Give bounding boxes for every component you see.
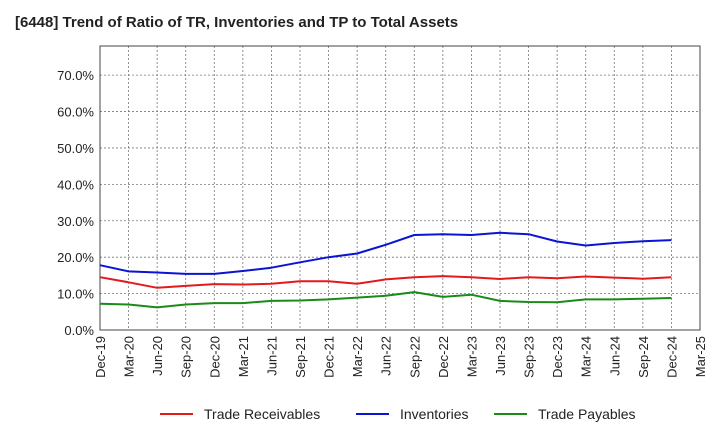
x-tick-label: Jun-22 xyxy=(379,336,394,376)
series-line-trade-payables xyxy=(99,291,672,309)
x-tick-label: Sep-21 xyxy=(293,336,308,378)
y-tick-label: 50.0% xyxy=(57,141,94,156)
x-tick-label: Mar-22 xyxy=(350,336,365,377)
x-tick-label: Dec-21 xyxy=(322,336,337,378)
x-tick-label: Dec-22 xyxy=(436,336,451,378)
y-tick-label: 10.0% xyxy=(57,287,94,302)
x-tick-label: Mar-25 xyxy=(693,336,708,377)
x-tick-label: Sep-24 xyxy=(636,336,651,378)
plot-border xyxy=(99,45,701,331)
y-tick-label: 0.0% xyxy=(64,323,94,338)
series-line-trade-receivables xyxy=(99,275,672,289)
x-tick-label: Mar-24 xyxy=(579,336,594,377)
y-axis-ticks: 0.0% 10.0% 20.0% 30.0% 40.0% 50.0% 60.0% 70.0% xyxy=(57,68,94,338)
x-tick-label: Dec-19 xyxy=(93,336,108,378)
x-tick-label: Sep-22 xyxy=(407,336,422,378)
y-tick-label: 20.0% xyxy=(57,250,94,265)
chart-title: [6448] Trend of Ratio of TR, Inventories… xyxy=(15,14,459,31)
y-tick-label: 60.0% xyxy=(57,105,94,120)
grid-lines xyxy=(100,46,700,330)
series-lines xyxy=(99,231,672,309)
x-tick-label: Dec-24 xyxy=(664,336,679,378)
x-axis-ticks: Dec-19 Mar-20 Jun-20 Sep-20 Dec-20 Mar-21 Jun-… xyxy=(93,336,708,378)
y-tick-label: 70.0% xyxy=(57,68,94,83)
legend: Trade Receivables Inventories Trade Payabl… xyxy=(160,406,636,422)
x-tick-label: Dec-23 xyxy=(550,336,565,378)
y-tick-label: 30.0% xyxy=(57,214,94,229)
x-tick-label: Mar-21 xyxy=(236,336,251,377)
x-tick-label: Jun-20 xyxy=(150,336,165,376)
x-tick-label: Sep-20 xyxy=(179,336,194,378)
x-tick-label: Jun-21 xyxy=(264,336,279,376)
x-tick-label: Mar-23 xyxy=(464,336,479,377)
plot-area xyxy=(100,46,700,330)
y-tick-label: 40.0% xyxy=(57,177,94,192)
legend-label: Trade Payables xyxy=(538,406,636,422)
x-tick-label: Dec-20 xyxy=(207,336,222,378)
legend-label: Inventories xyxy=(400,406,468,422)
x-tick-label: Mar-20 xyxy=(122,336,137,377)
x-tick-label: Jun-24 xyxy=(607,336,622,376)
x-tick-label: Jun-23 xyxy=(493,336,508,376)
legend-label: Trade Receivables xyxy=(204,406,320,422)
x-tick-label: Sep-23 xyxy=(522,336,537,378)
series-line-inventories xyxy=(99,231,672,275)
